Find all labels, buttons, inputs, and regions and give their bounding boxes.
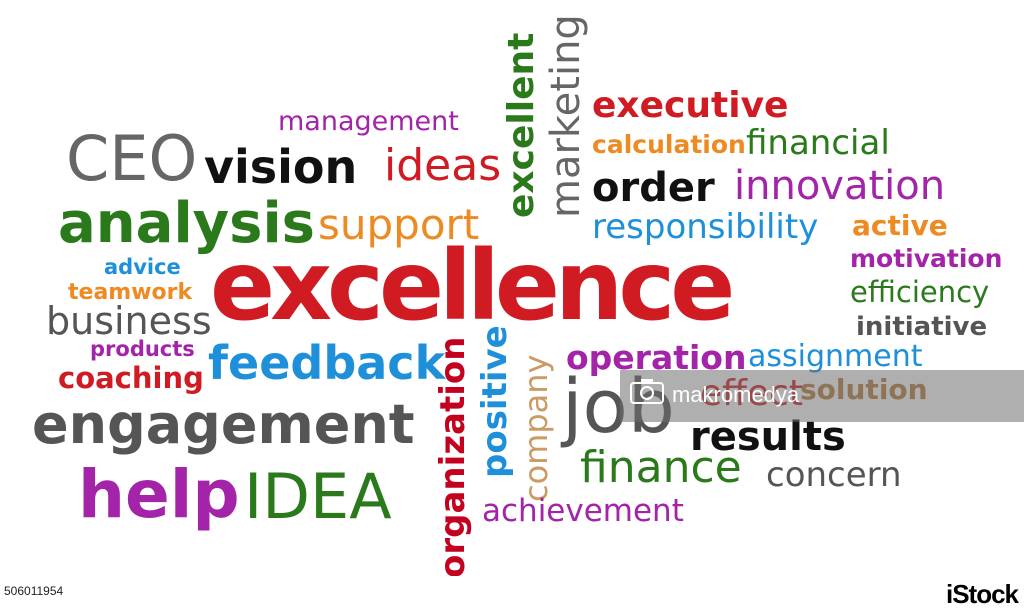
word-teamwork: teamwork (68, 280, 193, 305)
word-achievement: achievement (482, 493, 684, 529)
word-products: products (90, 337, 195, 361)
camera-icon (630, 379, 664, 404)
word-results: results (690, 414, 846, 460)
word-positive: positive (475, 325, 515, 478)
word-finance: finance (580, 442, 742, 493)
word-concern: concern (766, 455, 902, 495)
word-calculation: calculation (592, 130, 746, 159)
word-idea: IDEA (244, 460, 392, 533)
word-business: business (46, 299, 212, 343)
word-motivation: motivation (850, 244, 1003, 273)
word-innovation: innovation (734, 163, 946, 209)
word-executive: executive (592, 85, 789, 126)
word-ideas: ideas (384, 140, 502, 191)
word-organization: organization (433, 336, 473, 578)
word-excellence: excellence (210, 230, 735, 342)
word-financial: financial (746, 123, 890, 163)
bottom-strip (0, 576, 1024, 614)
word-feedback: feedback (208, 336, 446, 390)
word-ceo: CEO (66, 122, 198, 195)
word-excellent: excellent (501, 32, 542, 218)
word-vision: vision (204, 140, 358, 194)
word-operation: operation (566, 338, 747, 377)
watermark-band (620, 370, 1024, 422)
word-support: support (318, 200, 480, 249)
watermark-text: makromedya (672, 382, 800, 407)
stock-id: 506011954 (4, 584, 64, 598)
word-active: active (852, 209, 948, 242)
brand-name: iStock (945, 579, 1019, 609)
word-management: management (278, 106, 459, 137)
word-help: help (78, 456, 240, 533)
word-responsibility: responsibility (592, 207, 819, 247)
word-advice: advice (104, 255, 181, 279)
word-assignment: assignment (748, 339, 923, 374)
word-analysis: analysis (58, 191, 316, 256)
word-marketing: marketing (543, 14, 589, 218)
word-efficiency: efficiency (850, 275, 990, 309)
word-initiative: initiative (856, 312, 988, 342)
word-order: order (592, 165, 715, 211)
word-company: company (517, 354, 555, 502)
word-engagement: engagement (32, 393, 415, 456)
word-coaching: coaching (58, 361, 204, 395)
istock-logo: iStockby Getty Images (945, 579, 1019, 610)
